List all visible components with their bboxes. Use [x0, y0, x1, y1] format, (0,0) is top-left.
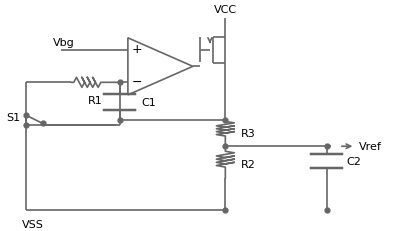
Text: R1: R1 — [88, 95, 102, 105]
Text: +: + — [131, 43, 142, 56]
Text: S1: S1 — [6, 112, 20, 122]
Text: R2: R2 — [240, 159, 255, 169]
Text: VSS: VSS — [22, 219, 44, 229]
Text: VCC: VCC — [213, 5, 236, 15]
Text: Vbg: Vbg — [53, 38, 75, 48]
Text: Vref: Vref — [358, 142, 381, 152]
Text: C2: C2 — [345, 156, 360, 166]
Text: R3: R3 — [240, 128, 255, 139]
Text: −: − — [131, 75, 142, 88]
Text: C1: C1 — [141, 97, 155, 107]
